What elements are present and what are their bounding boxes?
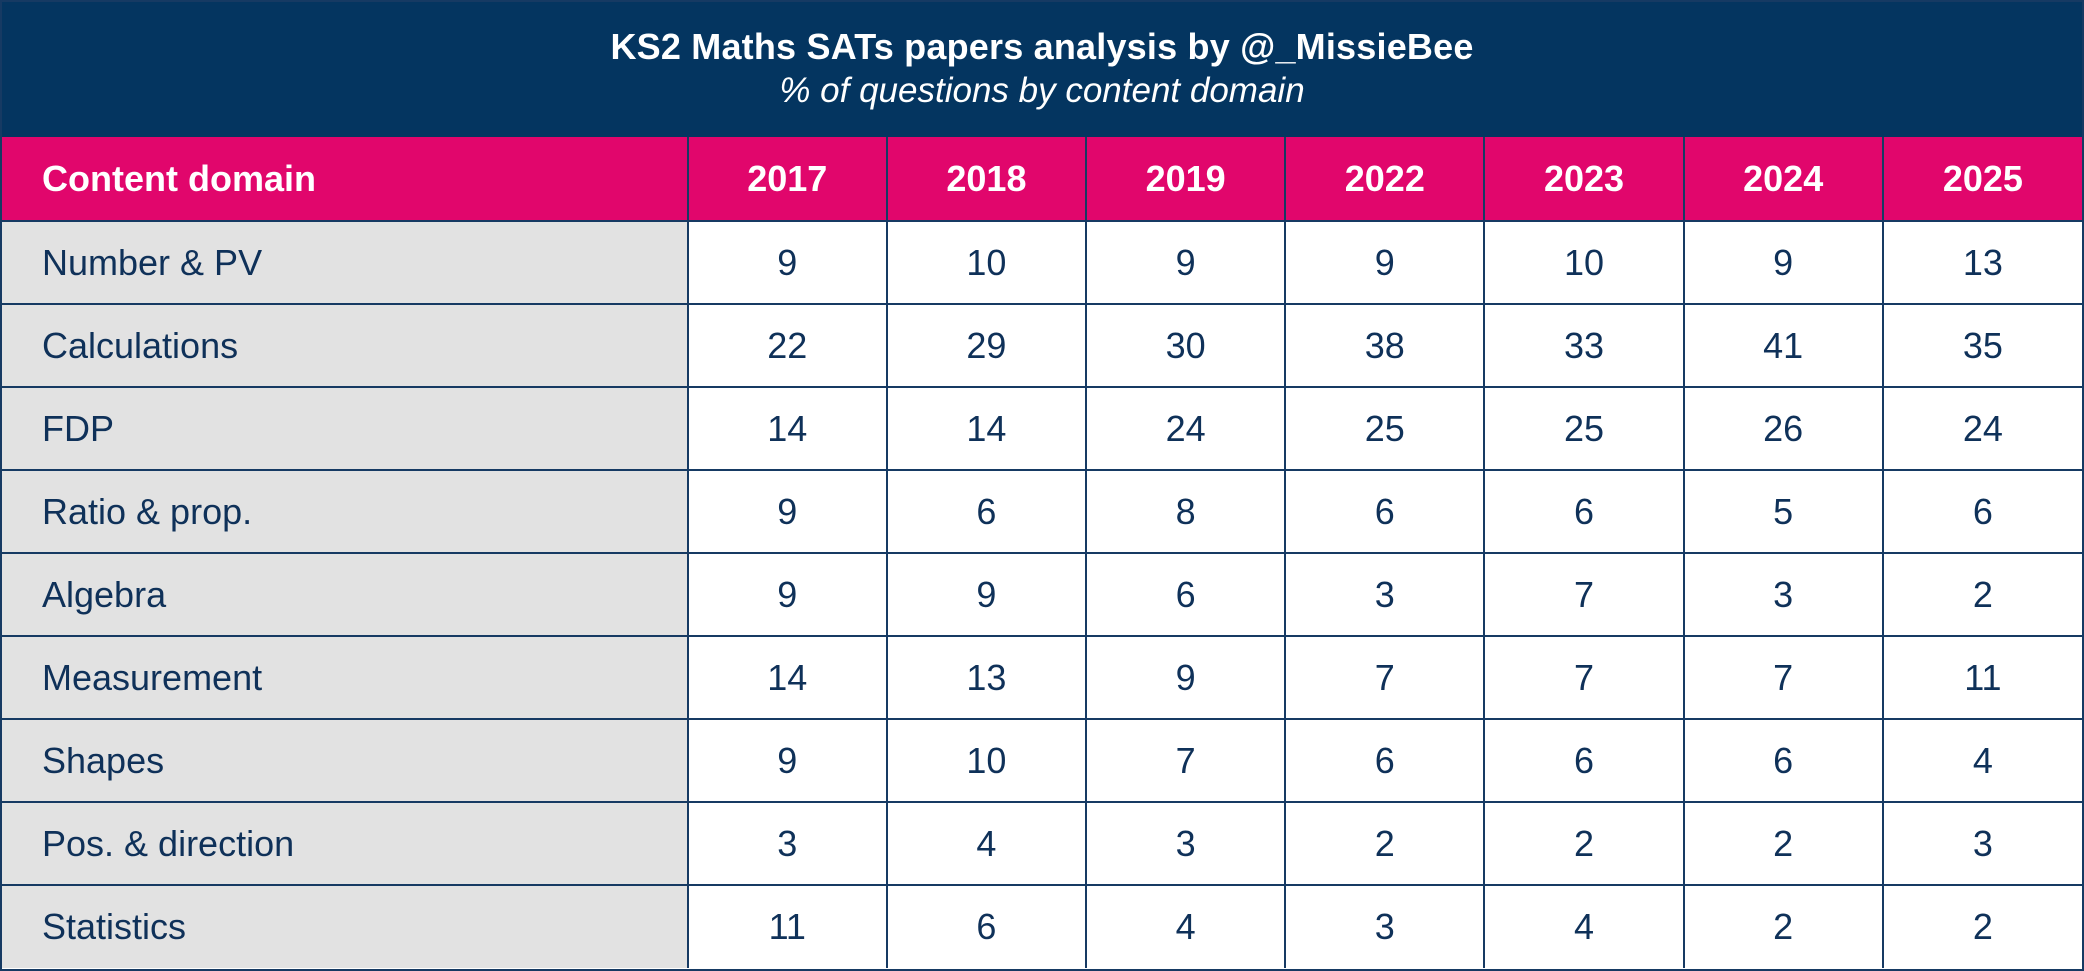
column-header-content-domain: Content domain: [2, 137, 689, 222]
value-cell: 3: [1285, 553, 1486, 637]
value-cell: 33: [1484, 304, 1685, 388]
domain-label: Shapes: [2, 719, 689, 803]
value-cell: 6: [886, 470, 1088, 554]
value-cell: 9: [687, 553, 888, 637]
value-cell: 10: [886, 221, 1088, 305]
value-cell: 3: [687, 802, 888, 886]
value-cell: 2: [1484, 802, 1685, 886]
value-cell: 26: [1683, 387, 1884, 471]
value-cell: 3: [1882, 802, 2082, 886]
value-cell: 11: [1882, 636, 2082, 720]
value-cell: 29: [886, 304, 1088, 388]
column-header-2018: 2018: [886, 137, 1088, 222]
value-cell: 38: [1285, 304, 1486, 388]
data-table: Content domain 2017 2018 2019 2022 2023 2024 2…: [2, 137, 2082, 968]
header-row: Content domain 2017 2018 2019 2022 2023 2024 2…: [2, 137, 2082, 222]
value-cell: 2: [1683, 802, 1884, 886]
value-cell: 4: [1882, 719, 2082, 803]
value-cell: 13: [1882, 221, 2082, 305]
chart-subtitle: % of questions by content domain: [779, 71, 1305, 110]
value-cell: 22: [687, 304, 888, 388]
table-row: FDP 14 14 24 25 25 26 24: [2, 387, 2082, 471]
value-cell: 6: [886, 885, 1088, 968]
value-cell: 14: [886, 387, 1088, 471]
title-bar: KS2 Maths SATs papers analysis by @_Miss…: [2, 2, 2082, 137]
value-cell: 6: [1484, 719, 1685, 803]
value-cell: 14: [687, 636, 888, 720]
value-cell: 7: [1484, 636, 1685, 720]
table-row: Measurement 14 13 9 7 7 7 11: [2, 636, 2082, 720]
column-header-2019: 2019: [1086, 137, 1287, 222]
value-cell: 5: [1683, 470, 1884, 554]
domain-label: Calculations: [2, 304, 689, 388]
value-cell: 4: [1484, 885, 1685, 968]
column-header-2022: 2022: [1285, 137, 1486, 222]
value-cell: 24: [1882, 387, 2082, 471]
table-row: Pos. & direction 3 4 3 2 2 2 3: [2, 802, 2082, 886]
column-header-2023: 2023: [1484, 137, 1685, 222]
value-cell: 10: [1484, 221, 1685, 305]
value-cell: 7: [1285, 636, 1486, 720]
value-cell: 3: [1683, 553, 1884, 637]
domain-label: Algebra: [2, 553, 689, 637]
column-header-2024: 2024: [1683, 137, 1884, 222]
value-cell: 6: [1683, 719, 1884, 803]
value-cell: 9: [1285, 221, 1486, 305]
value-cell: 24: [1086, 387, 1287, 471]
value-cell: 8: [1086, 470, 1287, 554]
value-cell: 2: [1285, 802, 1486, 886]
table-row: Statistics 11 6 4 3 4 2 2: [2, 885, 2082, 968]
value-cell: 6: [1484, 470, 1685, 554]
value-cell: 6: [1086, 553, 1287, 637]
value-cell: 2: [1882, 885, 2082, 968]
value-cell: 9: [687, 221, 888, 305]
value-cell: 35: [1882, 304, 2082, 388]
value-cell: 13: [886, 636, 1088, 720]
value-cell: 9: [1086, 636, 1287, 720]
value-cell: 7: [1683, 636, 1884, 720]
value-cell: 25: [1285, 387, 1486, 471]
value-cell: 3: [1086, 802, 1287, 886]
value-cell: 9: [1086, 221, 1287, 305]
domain-label: Number & PV: [2, 221, 689, 305]
table-body: Number & PV 9 10 9 9 10 9 13 Calculations 22 29 30 3…: [2, 221, 2082, 968]
value-cell: 11: [687, 885, 888, 968]
value-cell: 4: [1086, 885, 1287, 968]
table-row: Ratio & prop. 9 6 8 6 6 5 6: [2, 470, 2082, 554]
value-cell: 9: [1683, 221, 1884, 305]
table-row: Number & PV 9 10 9 9 10 9 13: [2, 221, 2082, 305]
value-cell: 10: [886, 719, 1088, 803]
value-cell: 6: [1285, 719, 1486, 803]
value-cell: 2: [1683, 885, 1884, 968]
chart-title: KS2 Maths SATs papers analysis by @_Miss…: [610, 26, 1474, 67]
value-cell: 2: [1882, 553, 2082, 637]
domain-label: Pos. & direction: [2, 802, 689, 886]
domain-label: Ratio & prop.: [2, 470, 689, 554]
domain-label: Statistics: [2, 885, 689, 968]
value-cell: 41: [1683, 304, 1884, 388]
value-cell: 9: [687, 719, 888, 803]
column-header-2025: 2025: [1882, 137, 2082, 222]
value-cell: 9: [886, 553, 1088, 637]
value-cell: 4: [886, 802, 1088, 886]
value-cell: 6: [1285, 470, 1486, 554]
value-cell: 30: [1086, 304, 1287, 388]
table-row: Shapes 9 10 7 6 6 6 4: [2, 719, 2082, 803]
column-header-2017: 2017: [687, 137, 888, 222]
table-row: Algebra 9 9 6 3 7 3 2: [2, 553, 2082, 637]
value-cell: 14: [687, 387, 888, 471]
table-row: Calculations 22 29 30 38 33 41 35: [2, 304, 2082, 388]
value-cell: 7: [1484, 553, 1685, 637]
value-cell: 25: [1484, 387, 1685, 471]
domain-label: Measurement: [2, 636, 689, 720]
value-cell: 6: [1882, 470, 2082, 554]
value-cell: 9: [687, 470, 888, 554]
domain-label: FDP: [2, 387, 689, 471]
value-cell: 3: [1285, 885, 1486, 968]
value-cell: 7: [1086, 719, 1287, 803]
